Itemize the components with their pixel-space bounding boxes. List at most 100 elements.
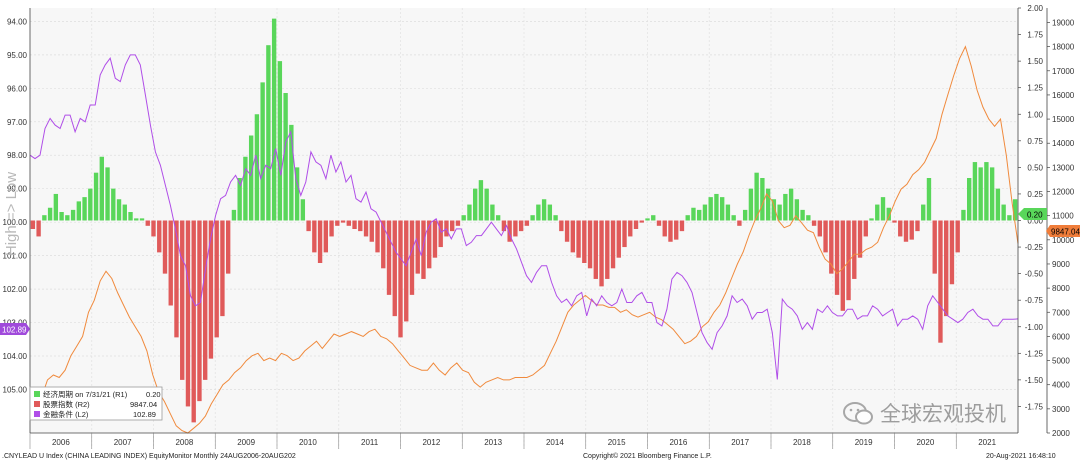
growth-cycle-bar <box>65 215 70 221</box>
x-tick-label: 2012 <box>422 438 440 447</box>
growth-cycle-bar <box>450 220 455 232</box>
legend: 经济周期 on 7/31/21 (R1) 0.20 股票指数 (R2) 9847… <box>29 386 163 421</box>
y-right1-tick-label: 0.25 <box>1027 190 1043 199</box>
growth-cycle-bar <box>886 207 891 221</box>
legend-value-growth: 0.20 <box>146 390 161 399</box>
y-right1-tick-label: -0.75 <box>1025 296 1044 305</box>
growth-cycle-bar <box>248 135 254 221</box>
y-right1-tick-label: -1.50 <box>1025 376 1044 385</box>
growth-cycle-bar <box>995 188 1001 221</box>
y-right2-tick-label: 10000 <box>1052 236 1075 245</box>
growth-cycle-bar <box>840 220 845 311</box>
x-tick-label: 2011 <box>361 438 379 447</box>
growth-cycle-bar <box>484 188 489 221</box>
growth-cycle-bar <box>306 220 311 232</box>
growth-cycle-bar <box>915 220 920 232</box>
y-right1-tick-label: -0.50 <box>1025 270 1044 279</box>
growth-cycle-bar <box>151 220 156 237</box>
growth-cycle-bar <box>806 215 811 221</box>
growth-cycle-bar <box>961 209 966 221</box>
growth-cycle-bar <box>903 220 909 242</box>
growth-cycle-bar <box>811 220 817 226</box>
y-left-tick-label: 95.00 <box>7 51 28 60</box>
watermark-text: 全球宏观投机 <box>880 403 1006 426</box>
r1-value-text: 0.20 <box>1027 211 1043 220</box>
x-axis: 2006 2007 2008 2009 2010 2011 2012 2013 2014 2015… <box>29 432 1018 449</box>
growth-cycle-bar <box>432 220 438 258</box>
legend-label-stock: 股票指数 (R2) <box>43 399 90 409</box>
growth-cycle-bar <box>231 209 237 221</box>
growth-cycle-bar <box>47 207 53 221</box>
growth-cycle-bar <box>949 220 955 285</box>
growth-cycle-bar <box>277 61 283 221</box>
growth-cycle-bar <box>547 204 553 221</box>
growth-cycle-bar <box>966 178 972 221</box>
growth-cycle-bar <box>748 188 754 221</box>
growth-cycle-bar <box>760 178 765 221</box>
growth-cycle-bar <box>662 220 667 237</box>
y-left-tick-label: 104.00 <box>3 352 28 361</box>
growth-cycle-bar <box>857 220 863 258</box>
x-tick-label: 2013 <box>484 438 502 447</box>
growth-cycle-bar <box>254 114 260 221</box>
growth-cycle-bar <box>639 220 644 223</box>
growth-cycle-bar <box>685 215 690 221</box>
growth-cycle-bar <box>507 220 512 242</box>
y-right2-tick-label: 9000 <box>1052 260 1070 269</box>
growth-cycle-bar <box>645 218 650 221</box>
growth-cycle-bar <box>283 93 288 221</box>
growth-cycle-bar <box>909 220 914 240</box>
growth-cycle-bar <box>765 188 771 221</box>
growth-cycle-bar <box>742 209 748 221</box>
x-tick-label: 2020 <box>916 438 934 447</box>
footer-center: Copyright© 2021 Bloomberg Finance L.P. <box>583 452 712 460</box>
y-right2-tick-label: 15000 <box>1052 115 1075 124</box>
y-right2-tick-label: 8000 <box>1052 284 1070 293</box>
growth-cycle-bar <box>1012 199 1018 221</box>
growth-cycle-bar <box>455 220 461 226</box>
growth-cycle-bar <box>139 218 145 221</box>
growth-cycle-bar <box>944 220 949 317</box>
right-axis-r1: 2.00 1.75 1.50 1.25 1.00 0.75 0.50 0.25 0.00 -0.2… <box>1017 4 1044 433</box>
growth-cycle-bar <box>771 199 777 221</box>
y-left-tick-label: 94.00 <box>7 17 28 26</box>
growth-cycle-bar <box>294 167 300 221</box>
growth-cycle-bar <box>714 193 719 221</box>
growth-cycle-bar <box>174 220 179 338</box>
growth-cycle-bar <box>955 220 960 253</box>
growth-cycle-bar <box>323 220 329 253</box>
y-right1-tick-label: 1.50 <box>1027 57 1043 66</box>
growth-cycle-bar <box>88 188 93 221</box>
growth-cycle-bar <box>823 220 828 253</box>
growth-cycle-bar <box>346 220 351 226</box>
growth-cycle-bar <box>369 220 374 242</box>
growth-cycle-bar <box>564 220 570 242</box>
footer-right: 20-Aug-2021 16:48:10 <box>986 453 1056 460</box>
growth-cycle-bar <box>513 220 518 237</box>
right-axis-r2: 19000 18000 17000 16000 15000 14000 13000 12000… <box>1046 8 1075 438</box>
growth-cycle-bar <box>587 220 593 269</box>
growth-cycle-bar <box>30 220 36 229</box>
r2-value-text: 9847.04 <box>1051 228 1080 237</box>
growth-cycle-bar <box>846 220 851 301</box>
growth-cycle-bar <box>788 188 794 221</box>
growth-cycle-bar <box>116 199 122 221</box>
y-right1-tick-label: 0.50 <box>1027 163 1043 172</box>
growth-cycle-bar <box>317 220 323 263</box>
legend-label-growth: 经济周期 on 7/31/21 (R1) <box>43 389 128 399</box>
growth-cycle-bar <box>708 197 713 221</box>
growth-cycle-bar <box>421 220 426 279</box>
growth-cycle-bar <box>300 199 306 221</box>
y-right1-tick-label: -0.25 <box>1025 243 1044 252</box>
y-right2-tick-label: 5000 <box>1052 357 1070 366</box>
y-right1-tick-label: 1.75 <box>1027 31 1043 40</box>
x-tick-label: 2015 <box>608 438 626 447</box>
growth-cycle-bar <box>467 204 472 221</box>
y-right2-tick-label: 19000 <box>1052 18 1075 27</box>
growth-cycle-bar <box>82 197 87 221</box>
growth-cycle-bar <box>651 215 656 221</box>
y-left-tick-label: 105.00 <box>3 385 28 394</box>
growth-cycle-bar <box>616 220 621 258</box>
growth-cycle-bar <box>358 220 363 232</box>
growth-cycle-bar <box>737 220 742 226</box>
